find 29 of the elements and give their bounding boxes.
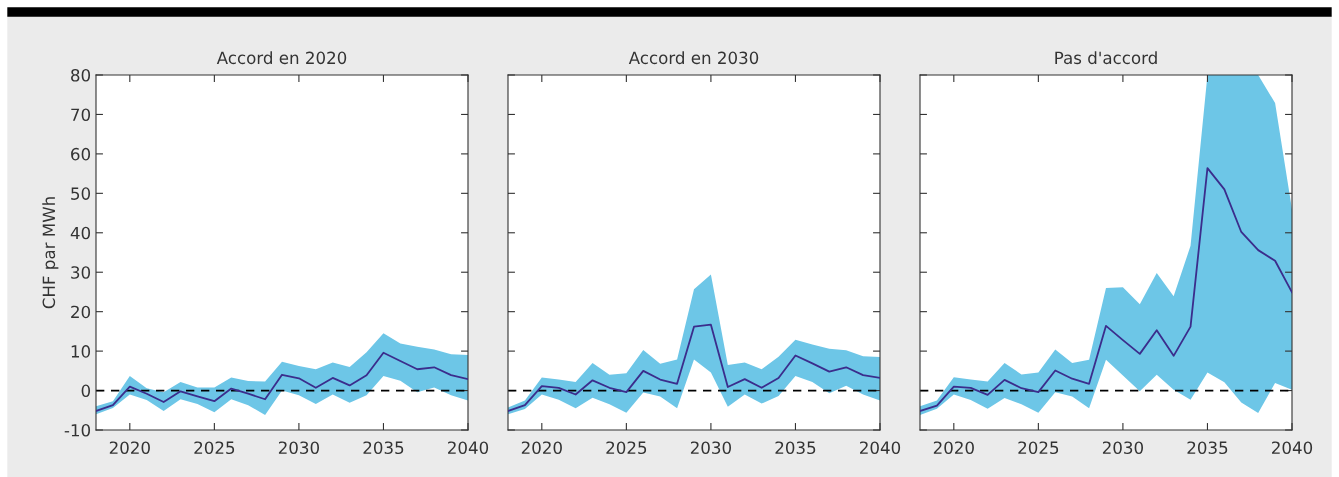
y-tick-label: 20 — [71, 305, 91, 319]
y-axis-title: CHF par MWh — [42, 197, 59, 309]
x-tick-label: 2035 — [775, 441, 816, 455]
chart-title: Pas d'accord — [1055, 51, 1157, 65]
chart-title: Accord en 2020 — [216, 51, 347, 65]
y-tick-label: 50 — [71, 187, 91, 200]
chart-title: Accord en 2030 — [628, 51, 759, 65]
x-tick-label: 2035 — [1187, 441, 1228, 455]
x-tick-label: 2030 — [1102, 441, 1144, 455]
x-tick-label: 2030 — [278, 441, 320, 455]
x-tick-label: 2035 — [363, 441, 404, 455]
y-tick-label: -10 — [64, 423, 91, 437]
x-tick-label: 2040 — [448, 441, 489, 455]
y-tick-label: 10 — [71, 345, 91, 358]
y-tick-label: 70 — [71, 108, 91, 122]
x-tick-label: 2020 — [521, 441, 562, 455]
x-tick-label: 2020 — [109, 441, 150, 455]
x-tick-label: 2025 — [1018, 441, 1059, 455]
y-tick-label: 30 — [71, 266, 91, 279]
y-tick-label: 60 — [71, 147, 91, 161]
x-tick-label: 2020 — [933, 441, 974, 455]
y-tick-label: 0 — [81, 384, 91, 398]
y-tick-label: 80 — [71, 68, 91, 82]
x-tick-label: 2025 — [194, 441, 235, 455]
x-tick-label: 2025 — [606, 441, 647, 455]
x-tick-label: 2040 — [1272, 441, 1313, 455]
x-tick-label: 2030 — [690, 441, 732, 455]
y-tick-label: 40 — [70, 226, 91, 240]
x-tick-label: 2040 — [860, 441, 901, 455]
